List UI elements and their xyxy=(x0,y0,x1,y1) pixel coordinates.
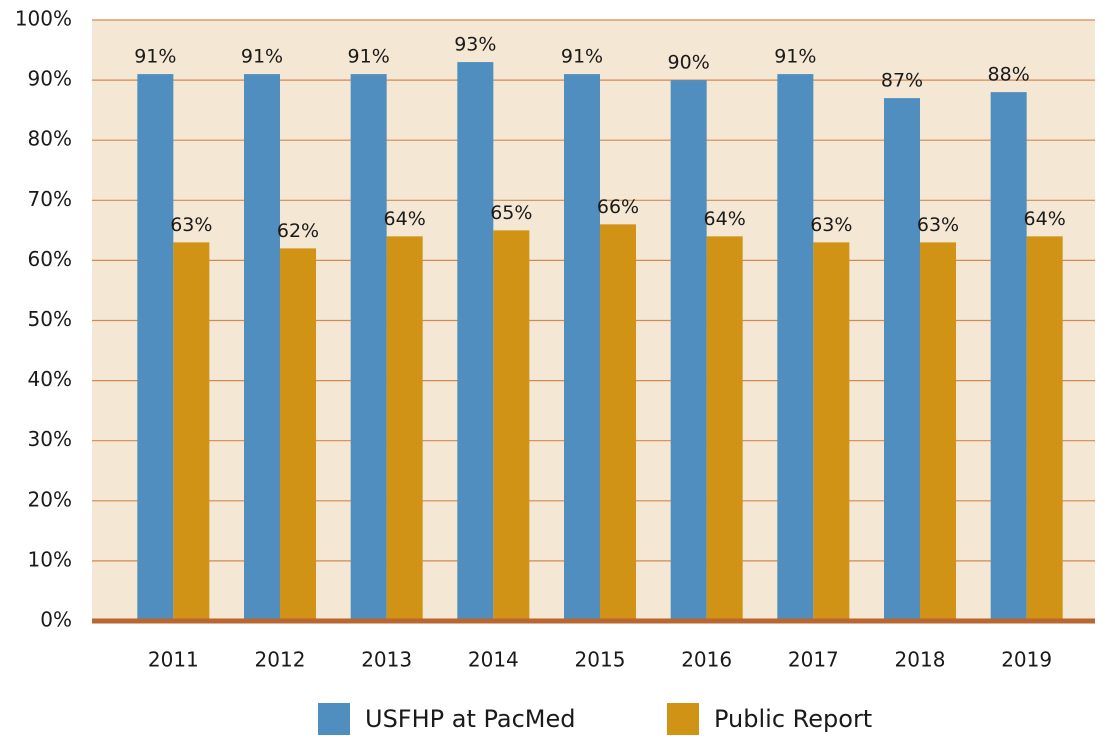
bar xyxy=(670,80,707,622)
y-tick-label: 10% xyxy=(28,547,72,571)
value-label: 91% xyxy=(241,46,283,68)
value-label: 65% xyxy=(490,202,532,224)
value-label: 93% xyxy=(454,34,496,56)
y-tick-label: 20% xyxy=(28,487,72,511)
value-label: 90% xyxy=(668,52,710,74)
bar xyxy=(706,236,743,622)
bar xyxy=(920,242,956,621)
value-label: 91% xyxy=(134,46,176,68)
x-tick-label: 2011 xyxy=(148,648,199,672)
y-tick-label: 30% xyxy=(28,427,72,451)
y-tick-label: 100% xyxy=(15,7,72,31)
bar xyxy=(600,224,636,621)
y-tick-label: 40% xyxy=(28,367,72,391)
x-tick-label: 2014 xyxy=(468,648,519,672)
bar xyxy=(884,98,920,621)
x-tick-label: 2013 xyxy=(361,648,412,672)
y-tick-label: 0% xyxy=(40,608,72,632)
value-label: 91% xyxy=(561,46,603,68)
x-tick-label: 2015 xyxy=(575,648,626,672)
y-tick-label: 80% xyxy=(28,127,72,151)
value-label: 88% xyxy=(988,64,1030,86)
x-tick-label: 2017 xyxy=(788,648,839,672)
value-label: 64% xyxy=(384,208,426,230)
legend-label: USFHP at PacMed xyxy=(365,705,576,733)
value-label: 64% xyxy=(704,208,746,230)
bar xyxy=(1026,236,1063,622)
y-tick-label: 70% xyxy=(28,187,72,211)
bar xyxy=(350,74,387,622)
bar xyxy=(457,62,494,621)
x-tick-label: 2018 xyxy=(895,648,946,672)
bar xyxy=(244,74,280,622)
value-label: 91% xyxy=(774,46,816,68)
value-label: 64% xyxy=(1024,208,1066,230)
bar xyxy=(564,74,600,622)
bar xyxy=(137,74,174,622)
x-tick-label: 2012 xyxy=(255,648,306,672)
legend-swatch xyxy=(318,703,350,735)
bar xyxy=(777,74,814,622)
bar xyxy=(280,248,316,621)
y-tick-label: 50% xyxy=(28,307,72,331)
bar xyxy=(386,236,423,622)
y-tick-label: 60% xyxy=(28,247,72,271)
value-label: 91% xyxy=(348,46,390,68)
y-tick-label: 90% xyxy=(28,67,72,91)
value-label: 63% xyxy=(810,214,852,236)
legend-swatch xyxy=(667,703,699,735)
value-label: 63% xyxy=(917,214,959,236)
x-tick-label: 2019 xyxy=(1001,648,1052,672)
x-tick-label: 2016 xyxy=(681,648,732,672)
value-label: 66% xyxy=(597,196,639,218)
value-label: 62% xyxy=(277,220,319,242)
value-label: 63% xyxy=(170,214,212,236)
legend-label: Public Report xyxy=(714,705,872,733)
value-label: 87% xyxy=(881,70,923,92)
bar xyxy=(493,230,530,621)
bar xyxy=(173,242,210,621)
bar xyxy=(990,92,1027,622)
bar xyxy=(813,242,850,621)
